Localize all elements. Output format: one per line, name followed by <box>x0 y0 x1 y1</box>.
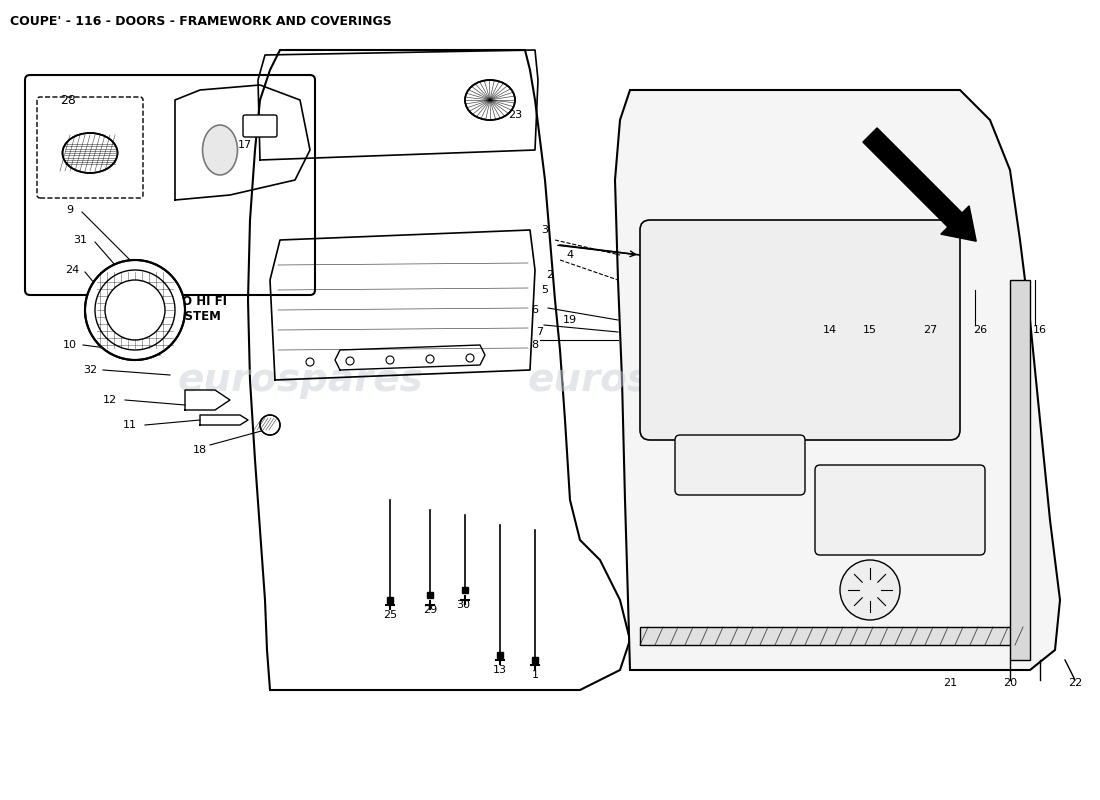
Text: 2: 2 <box>547 270 553 280</box>
Ellipse shape <box>840 560 900 620</box>
Text: OPT. IMPIANTO HI FI
OPT. HI FI SYSTEM: OPT. IMPIANTO HI FI OPT. HI FI SYSTEM <box>92 295 228 323</box>
Ellipse shape <box>95 270 175 350</box>
Text: 14: 14 <box>823 325 837 335</box>
Text: 27: 27 <box>923 325 937 335</box>
Polygon shape <box>615 90 1060 670</box>
Text: 4: 4 <box>566 250 573 260</box>
Text: 1: 1 <box>531 670 539 680</box>
Text: 19: 19 <box>563 315 578 325</box>
Ellipse shape <box>104 280 165 340</box>
Text: 18: 18 <box>192 445 207 455</box>
Text: 6: 6 <box>531 305 539 315</box>
Text: 12: 12 <box>103 395 117 405</box>
Ellipse shape <box>85 260 185 360</box>
Text: 25: 25 <box>383 610 397 620</box>
FancyBboxPatch shape <box>640 220 960 440</box>
Text: 26: 26 <box>972 325 987 335</box>
Text: COUPE' - 116 - DOORS - FRAMEWORK AND COVERINGS: COUPE' - 116 - DOORS - FRAMEWORK AND COV… <box>10 15 392 28</box>
Text: 21: 21 <box>943 678 957 688</box>
Text: 10: 10 <box>63 340 77 350</box>
Ellipse shape <box>63 133 118 173</box>
Text: 22: 22 <box>1068 678 1082 688</box>
FancyBboxPatch shape <box>243 115 277 137</box>
Text: 23: 23 <box>508 110 522 120</box>
Bar <box>640 627 1020 645</box>
Text: 13: 13 <box>493 665 507 675</box>
Text: 11: 11 <box>123 420 138 430</box>
Ellipse shape <box>260 415 280 435</box>
Text: 8: 8 <box>531 340 539 350</box>
FancyBboxPatch shape <box>25 75 315 295</box>
FancyBboxPatch shape <box>675 435 805 495</box>
Text: 20: 20 <box>1003 678 1018 688</box>
Text: 16: 16 <box>1033 325 1047 335</box>
FancyArrow shape <box>862 128 976 242</box>
Text: 3: 3 <box>541 225 549 235</box>
Text: 29: 29 <box>422 605 437 615</box>
Text: 32: 32 <box>82 365 97 375</box>
Text: 30: 30 <box>456 600 470 610</box>
Ellipse shape <box>465 80 515 120</box>
Text: 15: 15 <box>864 325 877 335</box>
Text: 9: 9 <box>66 205 74 215</box>
Text: eurospares: eurospares <box>527 361 773 399</box>
Text: 5: 5 <box>541 285 549 295</box>
Text: 28: 28 <box>60 94 76 106</box>
Text: 17: 17 <box>238 140 252 150</box>
Text: 7: 7 <box>537 327 543 337</box>
Text: 24: 24 <box>65 265 79 275</box>
FancyBboxPatch shape <box>37 97 143 198</box>
FancyBboxPatch shape <box>815 465 984 555</box>
Ellipse shape <box>202 125 238 175</box>
Text: 31: 31 <box>73 235 87 245</box>
Bar <box>1010 280 1030 660</box>
Text: eurospares: eurospares <box>177 361 422 399</box>
